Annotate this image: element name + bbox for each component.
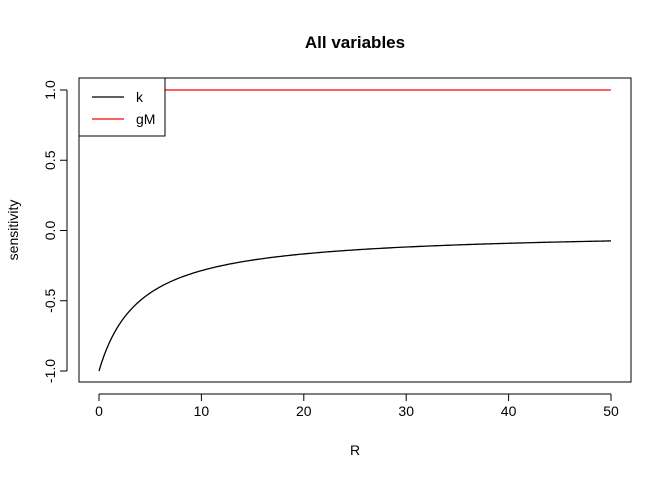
chart-title: All variables (305, 33, 405, 52)
x-tick-label: 0 (95, 403, 103, 419)
y-tick-label: 0.0 (42, 221, 58, 241)
x-axis-label: R (350, 442, 360, 458)
series-line-k (98, 240, 612, 372)
y-tick-label: 1.0 (42, 80, 58, 100)
legend-label-gm: gM (136, 111, 155, 127)
y-tick-label: -1.0 (42, 359, 58, 383)
x-axis: 0 10 20 30 40 50 (95, 393, 619, 419)
legend: k gM (78, 77, 166, 137)
x-tick-label: 50 (603, 403, 619, 419)
y-axis-label: sensitivity (5, 200, 21, 261)
y-tick-label: 0.5 (42, 150, 58, 170)
plot-box (78, 77, 632, 383)
x-tick-label: 10 (194, 403, 210, 419)
legend-box (78, 77, 166, 137)
x-tick-label: 40 (501, 403, 517, 419)
series-layer (98, 89, 612, 372)
legend-label-k: k (136, 89, 144, 105)
y-tick-label: -0.5 (42, 288, 58, 312)
x-tick-label: 20 (296, 403, 312, 419)
x-tick-label: 30 (398, 403, 414, 419)
y-axis: -1.0 -0.5 0.0 0.5 1.0 (42, 80, 68, 383)
